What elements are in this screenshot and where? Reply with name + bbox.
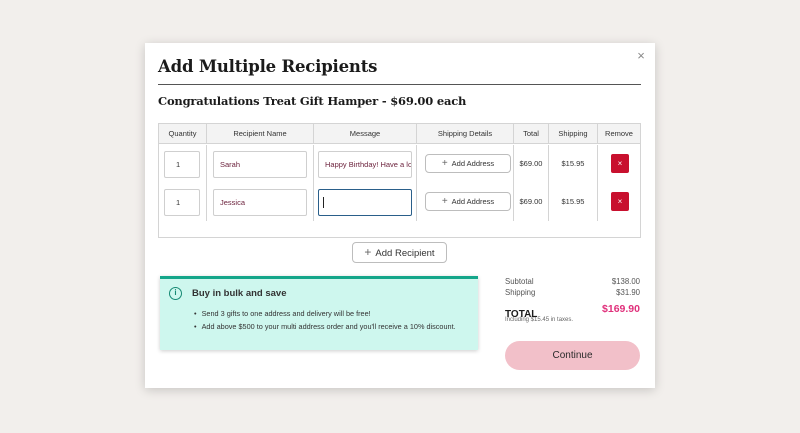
bulk-promo-banner: i Buy in bulk and save Send 3 gifts to o…	[160, 276, 478, 350]
modal-title: Add Multiple Recipients	[158, 57, 378, 76]
header-recipient: Recipient Name	[207, 124, 314, 144]
add-recipient-button[interactable]: + Add Recipient	[352, 242, 447, 263]
product-line: Congratulations Treat Gift Hamper - $69.…	[158, 94, 467, 108]
promo-list: Send 3 gifts to one address and delivery…	[194, 307, 456, 333]
row-shipping: $15.95	[561, 197, 585, 206]
quantity-input[interactable]: 1	[164, 151, 200, 178]
subtotal-row: Subtotal $138.00	[505, 277, 640, 288]
list-item: Add above $500 to your multi address ord…	[194, 320, 456, 333]
plus-icon: +	[364, 245, 372, 259]
row-total: $69.00	[519, 159, 543, 168]
table-row: 1 Sarah Happy Birthday! Have a lov + Add …	[159, 145, 640, 183]
subtotal-label: Subtotal	[505, 277, 534, 286]
shipping-label: Shipping	[505, 288, 536, 297]
add-recipients-modal: × Add Multiple Recipients Congratulation…	[145, 43, 655, 388]
title-divider	[158, 84, 641, 85]
info-icon: i	[169, 287, 182, 300]
total-label: TOTAL	[505, 309, 538, 320]
recipient-name-input[interactable]: Sarah	[213, 151, 307, 178]
header-quantity: Quantity	[159, 124, 207, 144]
add-address-label: Add Address	[451, 159, 495, 168]
message-input[interactable]	[318, 189, 412, 216]
add-recipient-label: Add Recipient	[375, 248, 435, 259]
quantity-input[interactable]: 1	[164, 189, 200, 216]
plus-icon: +	[441, 196, 448, 207]
text-cursor	[323, 197, 324, 208]
shipping-row: Shipping $31.90	[505, 288, 640, 299]
header-remove: Remove	[605, 129, 633, 138]
add-address-label: Add Address	[451, 197, 495, 206]
table-header: Quantity Recipient Name Message Shipping…	[159, 124, 640, 144]
add-address-button[interactable]: + Add Address	[425, 192, 511, 211]
remove-button[interactable]: ×	[611, 192, 629, 211]
order-summary: Subtotal $138.00 Shipping $31.90 TOTAL $…	[505, 277, 640, 323]
subtotal-value: $138.00	[611, 277, 640, 286]
total-row: TOTAL $169.90	[505, 303, 640, 320]
close-icon: ×	[617, 159, 623, 168]
header-total: Total	[514, 124, 549, 144]
add-address-button[interactable]: + Add Address	[425, 154, 511, 173]
header-shipping: Shipping	[549, 124, 598, 144]
header-shipping-details: Shipping Details	[417, 124, 514, 144]
promo-title: Buy in bulk and save	[192, 288, 287, 299]
plus-icon: +	[441, 158, 448, 169]
recipient-name-input[interactable]: Jessica	[213, 189, 307, 216]
continue-button[interactable]: Continue	[505, 341, 640, 370]
remove-button[interactable]: ×	[611, 154, 629, 173]
message-input[interactable]: Happy Birthday! Have a lov	[318, 151, 412, 178]
recipients-table: Quantity Recipient Name Message Shipping…	[158, 123, 641, 238]
table-row: 1 Jessica + Add Address $69.00 $15.95	[159, 183, 640, 221]
total-value: $169.90	[602, 303, 640, 315]
tax-note: Including $15.45 in taxes.	[505, 317, 574, 323]
row-total: $69.00	[519, 197, 543, 206]
list-item: Send 3 gifts to one address and delivery…	[194, 307, 456, 320]
close-icon[interactable]: ×	[637, 48, 645, 63]
row-shipping: $15.95	[561, 159, 585, 168]
shipping-value: $31.90	[616, 288, 640, 297]
header-message: Message	[314, 124, 417, 144]
close-icon: ×	[617, 197, 623, 206]
